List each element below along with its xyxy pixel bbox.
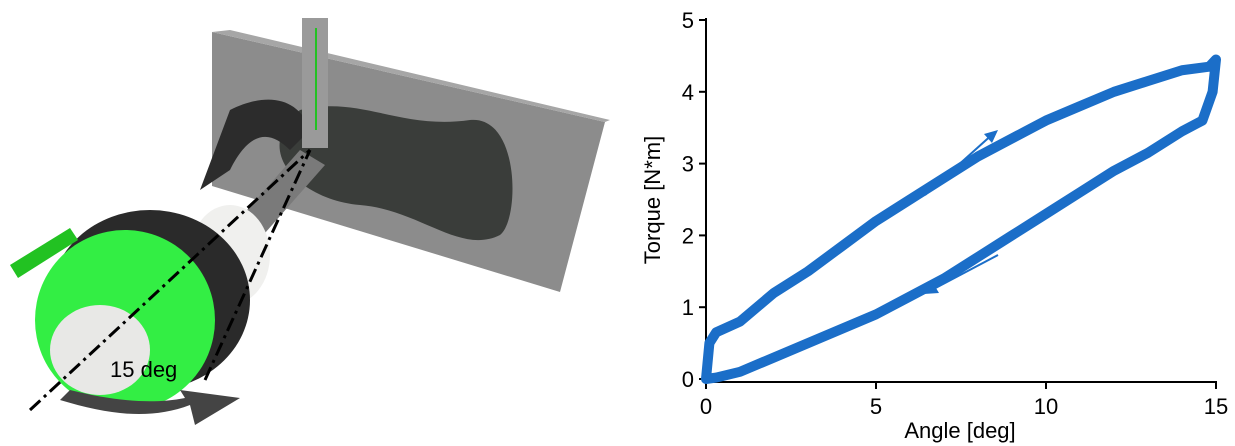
y-tick-label: 4 [682, 80, 694, 105]
y-tick-label: 3 [682, 152, 694, 177]
x-tick-label: 15 [1204, 394, 1228, 419]
x-axis-label: Angle [deg] [904, 418, 1015, 443]
x-tick-label: 10 [1034, 394, 1058, 419]
illustration: 15 deg [10, 18, 610, 425]
chart: Angle [deg] Torque [N*m] 0 1 2 3 4 5 0 5 10 15 [640, 8, 1228, 443]
y-tick-label: 2 [682, 223, 694, 248]
angle-label: 15 deg [110, 357, 177, 382]
y-tick-label: 1 [682, 295, 694, 320]
x-tick-label: 5 [870, 394, 882, 419]
y-tick-label: 0 [682, 367, 694, 392]
data-line [706, 59, 1216, 379]
x-tick-label: 0 [700, 394, 712, 419]
figure: 15 deg Angle [deg] Torque [N*m] 0 1 2 3 4 5 0 5… [0, 0, 1235, 446]
y-axis-label: Torque [N*m] [640, 136, 665, 264]
y-tick-label: 5 [682, 8, 694, 33]
